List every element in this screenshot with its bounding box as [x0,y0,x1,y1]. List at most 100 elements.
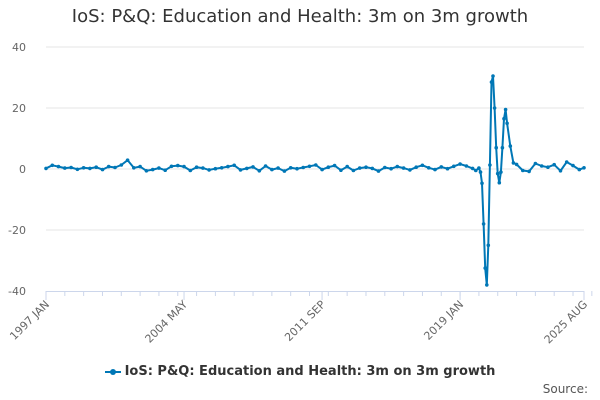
data-point [332,163,337,168]
data-point [301,165,306,170]
data-point [420,163,425,168]
data-point [219,166,224,170]
chart-title: IoS: P&Q: Education and Health: 3m on 3m… [71,6,529,27]
data-point [571,163,575,168]
data-point [213,166,218,171]
y-tick-label: 40 [12,41,26,54]
x-tick-label: 2025 AUG [542,298,591,347]
data-point [245,166,249,171]
y-axis: 40 20 0 -20 -40 [8,41,26,298]
data-point [445,166,450,171]
data-point [150,167,155,172]
data-point [169,164,174,169]
data-point [276,166,280,170]
data-point [491,74,495,78]
data-point [503,107,508,112]
data-point [480,181,484,186]
series-line [45,75,585,286]
legend-marker-icon [104,367,121,377]
x-tick-label: 2004 MAY [143,298,191,346]
data-point [452,164,456,169]
series-line-group [44,74,586,287]
data-point [125,158,130,162]
data-point [288,166,293,170]
data-point [326,165,331,169]
data-point [100,167,105,172]
data-point [376,169,381,173]
data-point [383,165,387,170]
data-point [44,166,48,171]
data-point [564,160,569,164]
y-tick-label: 0 [19,163,26,176]
data-point [226,164,230,169]
data-point [539,164,544,168]
data-point [56,164,61,169]
y-tick-label: -40 [8,285,26,298]
data-point [370,166,375,171]
y-tick-label: -20 [8,224,26,237]
data-point [157,166,161,170]
data-point [132,166,136,170]
data-point [426,166,431,170]
data-point [263,164,268,168]
data-point [533,161,538,166]
data-point [439,165,444,169]
data-point [499,170,503,174]
data-point [527,169,531,174]
data-point [163,168,167,172]
data-point [488,163,492,167]
data-point [495,171,500,176]
data-point [395,164,400,169]
data-point [176,163,180,168]
data-point [485,283,489,287]
data-point [69,165,73,170]
data-point [270,167,274,172]
data-point [94,165,98,169]
data-point [339,168,343,172]
data-point [88,166,92,171]
gridlines [46,46,584,231]
data-point [546,165,550,169]
data-point [497,180,502,185]
data-point [188,168,193,173]
data-point [483,266,488,270]
data-point [514,162,519,167]
data-point [433,167,437,172]
data-point [489,80,494,84]
data-point [552,162,556,167]
data-point [257,169,262,173]
data-point [494,145,499,150]
data-point [182,164,186,169]
data-point [492,106,497,110]
data-point [458,162,462,166]
source-label: Source: [542,382,588,396]
legend[interactable]: IoS: P&Q: Education and Health: 3m on 3m… [0,364,600,379]
data-point [364,165,368,169]
data-point [138,164,142,169]
data-point [508,144,513,148]
x-tick-label: 1997 JAN [7,298,52,343]
data-point [81,166,86,170]
data-point [144,169,149,173]
data-point [207,168,211,172]
data-point [345,164,350,169]
data-point [558,169,563,173]
data-point [481,222,486,226]
data-point [232,163,236,168]
data-point [295,166,299,171]
data-point [401,166,406,170]
data-point [282,169,287,173]
y-tick-label: 20 [12,102,26,115]
data-point [464,164,469,168]
data-point [414,165,419,169]
data-point [63,166,67,170]
data-point [238,168,243,172]
data-point [408,168,412,172]
data-point [505,121,509,126]
data-point [477,166,481,170]
data-point [389,166,393,171]
data-point [194,165,199,169]
data-point [50,163,55,168]
data-point [500,145,505,150]
